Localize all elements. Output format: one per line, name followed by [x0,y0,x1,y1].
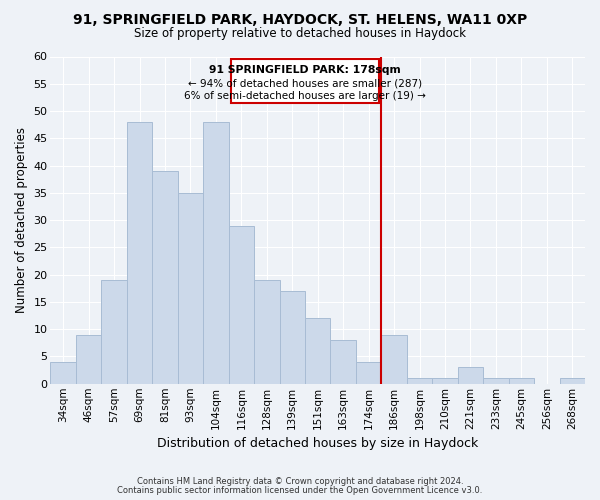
Bar [382,334,407,384]
Bar [432,378,458,384]
Text: 91 SPRINGFIELD PARK: 178sqm: 91 SPRINGFIELD PARK: 178sqm [209,65,401,75]
Bar [101,280,127,384]
Bar [254,280,280,384]
Text: Contains public sector information licensed under the Open Government Licence v3: Contains public sector information licen… [118,486,482,495]
Bar [509,378,534,384]
Bar [152,171,178,384]
Y-axis label: Number of detached properties: Number of detached properties [15,127,28,313]
Bar [560,378,585,384]
Bar [76,334,101,384]
Bar [229,226,254,384]
Text: ← 94% of detached houses are smaller (287): ← 94% of detached houses are smaller (28… [188,78,422,88]
Bar [203,122,229,384]
Bar [356,362,382,384]
Text: Contains HM Land Registry data © Crown copyright and database right 2024.: Contains HM Land Registry data © Crown c… [137,477,463,486]
Text: 91, SPRINGFIELD PARK, HAYDOCK, ST. HELENS, WA11 0XP: 91, SPRINGFIELD PARK, HAYDOCK, ST. HELEN… [73,12,527,26]
Bar [331,340,356,384]
Text: 6% of semi-detached houses are larger (19) →: 6% of semi-detached houses are larger (1… [184,91,426,101]
Bar [127,122,152,384]
Bar [483,378,509,384]
Bar [178,193,203,384]
FancyBboxPatch shape [231,59,379,103]
Bar [458,368,483,384]
X-axis label: Distribution of detached houses by size in Haydock: Distribution of detached houses by size … [157,437,478,450]
Bar [50,362,76,384]
Bar [305,318,331,384]
Bar [280,291,305,384]
Text: Size of property relative to detached houses in Haydock: Size of property relative to detached ho… [134,28,466,40]
Bar [407,378,432,384]
